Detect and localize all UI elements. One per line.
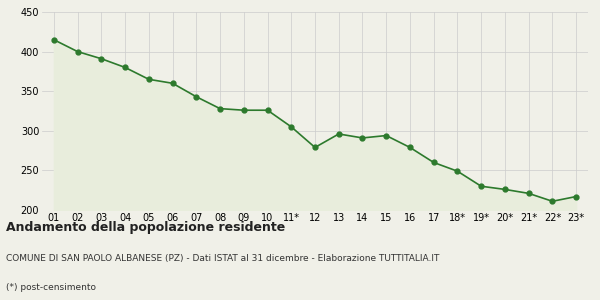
Text: COMUNE DI SAN PAOLO ALBANESE (PZ) - Dati ISTAT al 31 dicembre - Elaborazione TUT: COMUNE DI SAN PAOLO ALBANESE (PZ) - Dati… xyxy=(6,254,439,262)
Text: (*) post-censimento: (*) post-censimento xyxy=(6,284,96,292)
Text: Andamento della popolazione residente: Andamento della popolazione residente xyxy=(6,220,285,233)
